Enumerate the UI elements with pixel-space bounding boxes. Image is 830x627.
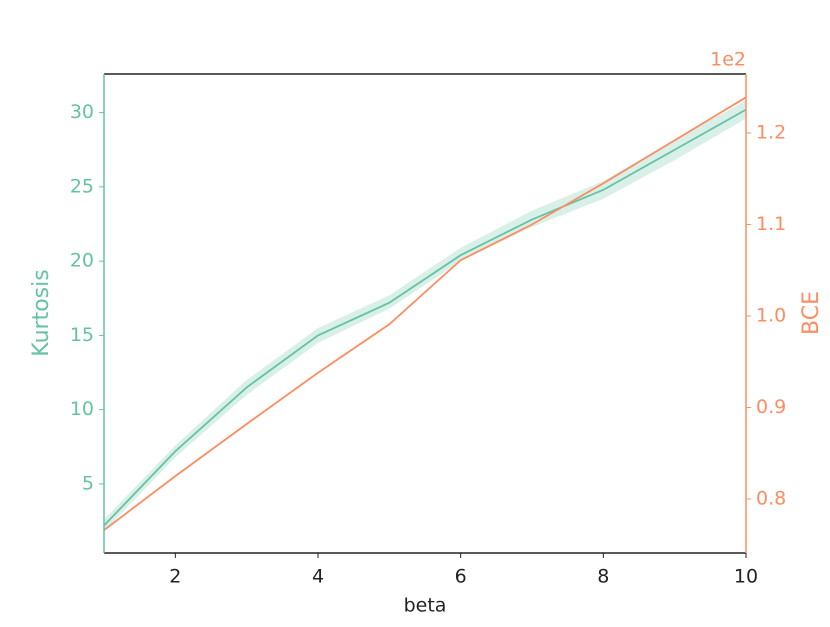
x-tick-label: 4 — [312, 566, 324, 588]
y-tick-label: 20 — [70, 250, 94, 272]
x-tick-label: 6 — [455, 566, 467, 588]
y2-axis-label: BCE — [799, 291, 824, 335]
x-axis-label: beta — [404, 595, 447, 617]
x-tick-label: 10 — [734, 566, 758, 588]
confidence-band — [460, 210, 532, 262]
y2-tick-label: 1.0 — [756, 305, 786, 327]
y2-tick-label: 0.9 — [756, 396, 786, 418]
y-tick-label: 15 — [70, 324, 94, 346]
series-line — [103, 96, 747, 531]
y2-offset-label: 1e2 — [710, 49, 746, 71]
y-tick-label: 5 — [82, 472, 94, 494]
y-tick-label: 25 — [70, 175, 94, 197]
x-tick-label: 2 — [169, 566, 181, 588]
y-axis-label: Kurtosis — [29, 269, 54, 356]
y2-tick-label: 1.2 — [756, 122, 786, 144]
y2-tick-label: 1.1 — [756, 213, 786, 235]
series-line — [103, 108, 747, 527]
y2-tick-label: 0.8 — [756, 488, 786, 510]
x-tick-label: 8 — [597, 566, 609, 588]
y-tick-label: 10 — [70, 398, 94, 420]
y-tick-label: 30 — [70, 101, 94, 123]
